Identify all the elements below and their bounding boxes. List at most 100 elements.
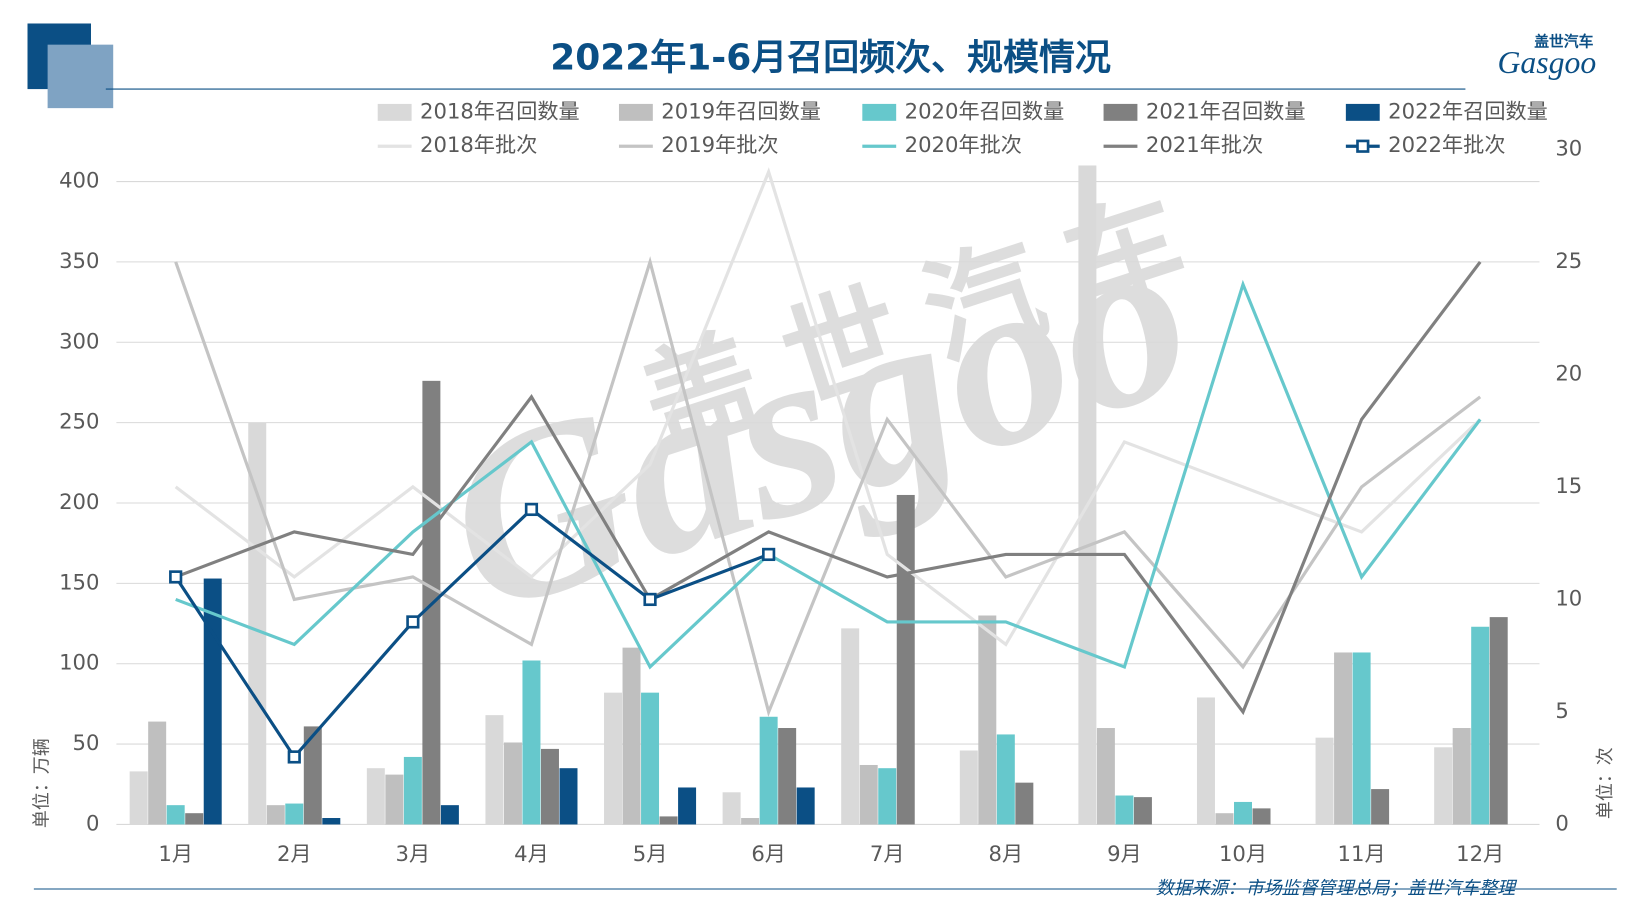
bar xyxy=(440,805,459,825)
bar xyxy=(1196,697,1215,825)
bar xyxy=(166,805,185,825)
bar xyxy=(778,728,797,825)
legend-swatch xyxy=(1345,103,1380,121)
bar xyxy=(859,764,878,825)
decor xyxy=(47,44,114,109)
y-tick-label: 150 xyxy=(59,569,99,594)
bar xyxy=(1434,747,1453,825)
bar xyxy=(1489,617,1508,825)
legend-swatch xyxy=(862,103,897,121)
bar xyxy=(522,660,541,825)
bar xyxy=(796,787,815,825)
x-tick-label: 4月 xyxy=(514,841,549,866)
bar xyxy=(559,768,578,825)
point xyxy=(169,570,183,584)
bar xyxy=(266,805,285,825)
source: 数据来源：市场监督管理总局；盖世汽车整理 xyxy=(1156,878,1518,899)
point xyxy=(287,750,301,764)
y2-tick-label: 25 xyxy=(1555,248,1582,273)
y2-tick-label: 30 xyxy=(1555,135,1582,160)
bar xyxy=(1252,808,1271,825)
bar xyxy=(659,816,678,825)
legend-label: 2022年批次 xyxy=(1388,132,1505,157)
bar xyxy=(1471,626,1490,825)
bar xyxy=(129,771,148,825)
bar xyxy=(485,715,504,825)
legend-label: 2021年批次 xyxy=(1146,132,1263,157)
watermark: Gasgoo 盖世汽车 xyxy=(415,165,1231,665)
bar xyxy=(185,813,204,825)
bar xyxy=(678,787,697,825)
bar xyxy=(604,692,623,825)
bar xyxy=(722,792,741,825)
x-tick-label: 6月 xyxy=(751,841,786,866)
legend-swatch xyxy=(377,103,412,121)
bar xyxy=(878,768,897,825)
x-tick-label: 11月 xyxy=(1338,841,1386,866)
legend-label: 2018年批次 xyxy=(420,132,537,157)
y-tick-label: 250 xyxy=(59,409,99,434)
bar xyxy=(403,756,422,825)
x-tick-label: 8月 xyxy=(989,841,1024,866)
bar xyxy=(1452,728,1471,825)
x-tick-label: 5月 xyxy=(633,841,668,866)
x-tick-label: 7月 xyxy=(870,841,905,866)
bar xyxy=(841,628,860,825)
bar xyxy=(1352,652,1371,825)
point xyxy=(524,502,539,517)
y-tick-label: 400 xyxy=(59,168,99,193)
bar xyxy=(1334,652,1353,825)
bar xyxy=(1115,795,1134,825)
x-tick-label: 2月 xyxy=(277,841,312,866)
x-tick-label: 9月 xyxy=(1107,841,1142,866)
point xyxy=(406,615,420,629)
bar xyxy=(641,692,660,825)
legend-label: 2020年批次 xyxy=(905,132,1022,157)
x-tick-label: 12月 xyxy=(1456,841,1504,866)
legend-label: 2019年召回数量 xyxy=(661,98,821,123)
bar xyxy=(540,748,559,825)
y2-tick-label: 20 xyxy=(1555,360,1582,385)
bar xyxy=(1015,782,1034,825)
line xyxy=(174,256,1482,717)
y-tick-label: 200 xyxy=(59,489,99,514)
bar xyxy=(996,734,1015,825)
legend-label: 2019年批次 xyxy=(661,132,778,157)
bar xyxy=(1078,165,1097,825)
y2-tick-label: 10 xyxy=(1555,585,1582,610)
bar xyxy=(896,494,915,825)
legend-label: 2018年召回数量 xyxy=(420,98,580,123)
y2-axis-label: 单位：次 xyxy=(1595,747,1616,819)
x-tick-label: 3月 xyxy=(396,841,431,866)
legend-label: 2022年召回数量 xyxy=(1388,98,1548,123)
bar xyxy=(285,803,304,825)
point xyxy=(762,547,776,562)
bar xyxy=(503,742,522,825)
legend-swatch xyxy=(1103,103,1138,121)
y-tick-label: 100 xyxy=(59,650,99,675)
bar xyxy=(1133,797,1152,825)
legend-swatch xyxy=(1356,139,1370,153)
bar xyxy=(622,647,641,825)
x-tick-label: 1月 xyxy=(158,841,193,866)
y-tick-label: 350 xyxy=(59,248,99,273)
bar xyxy=(1371,789,1390,825)
bar xyxy=(148,721,167,825)
line xyxy=(175,260,1482,716)
logo-cn: 盖世汽车 xyxy=(1534,33,1593,51)
bar xyxy=(1234,801,1252,825)
y2-tick-label: 15 xyxy=(1555,473,1582,498)
bar xyxy=(385,774,404,825)
bar xyxy=(959,750,978,825)
bar xyxy=(1315,737,1334,825)
bar xyxy=(759,716,778,825)
logo-en: Gasgoo xyxy=(1498,45,1597,80)
y2-tick-label: 5 xyxy=(1555,698,1568,723)
legend-swatch xyxy=(618,103,653,121)
bar xyxy=(322,818,341,825)
y-axis-label: 单位：万辆 xyxy=(31,738,52,828)
bar xyxy=(741,818,760,825)
legend-label: 2021年召回数量 xyxy=(1146,98,1306,123)
y-tick-label: 50 xyxy=(73,730,100,755)
